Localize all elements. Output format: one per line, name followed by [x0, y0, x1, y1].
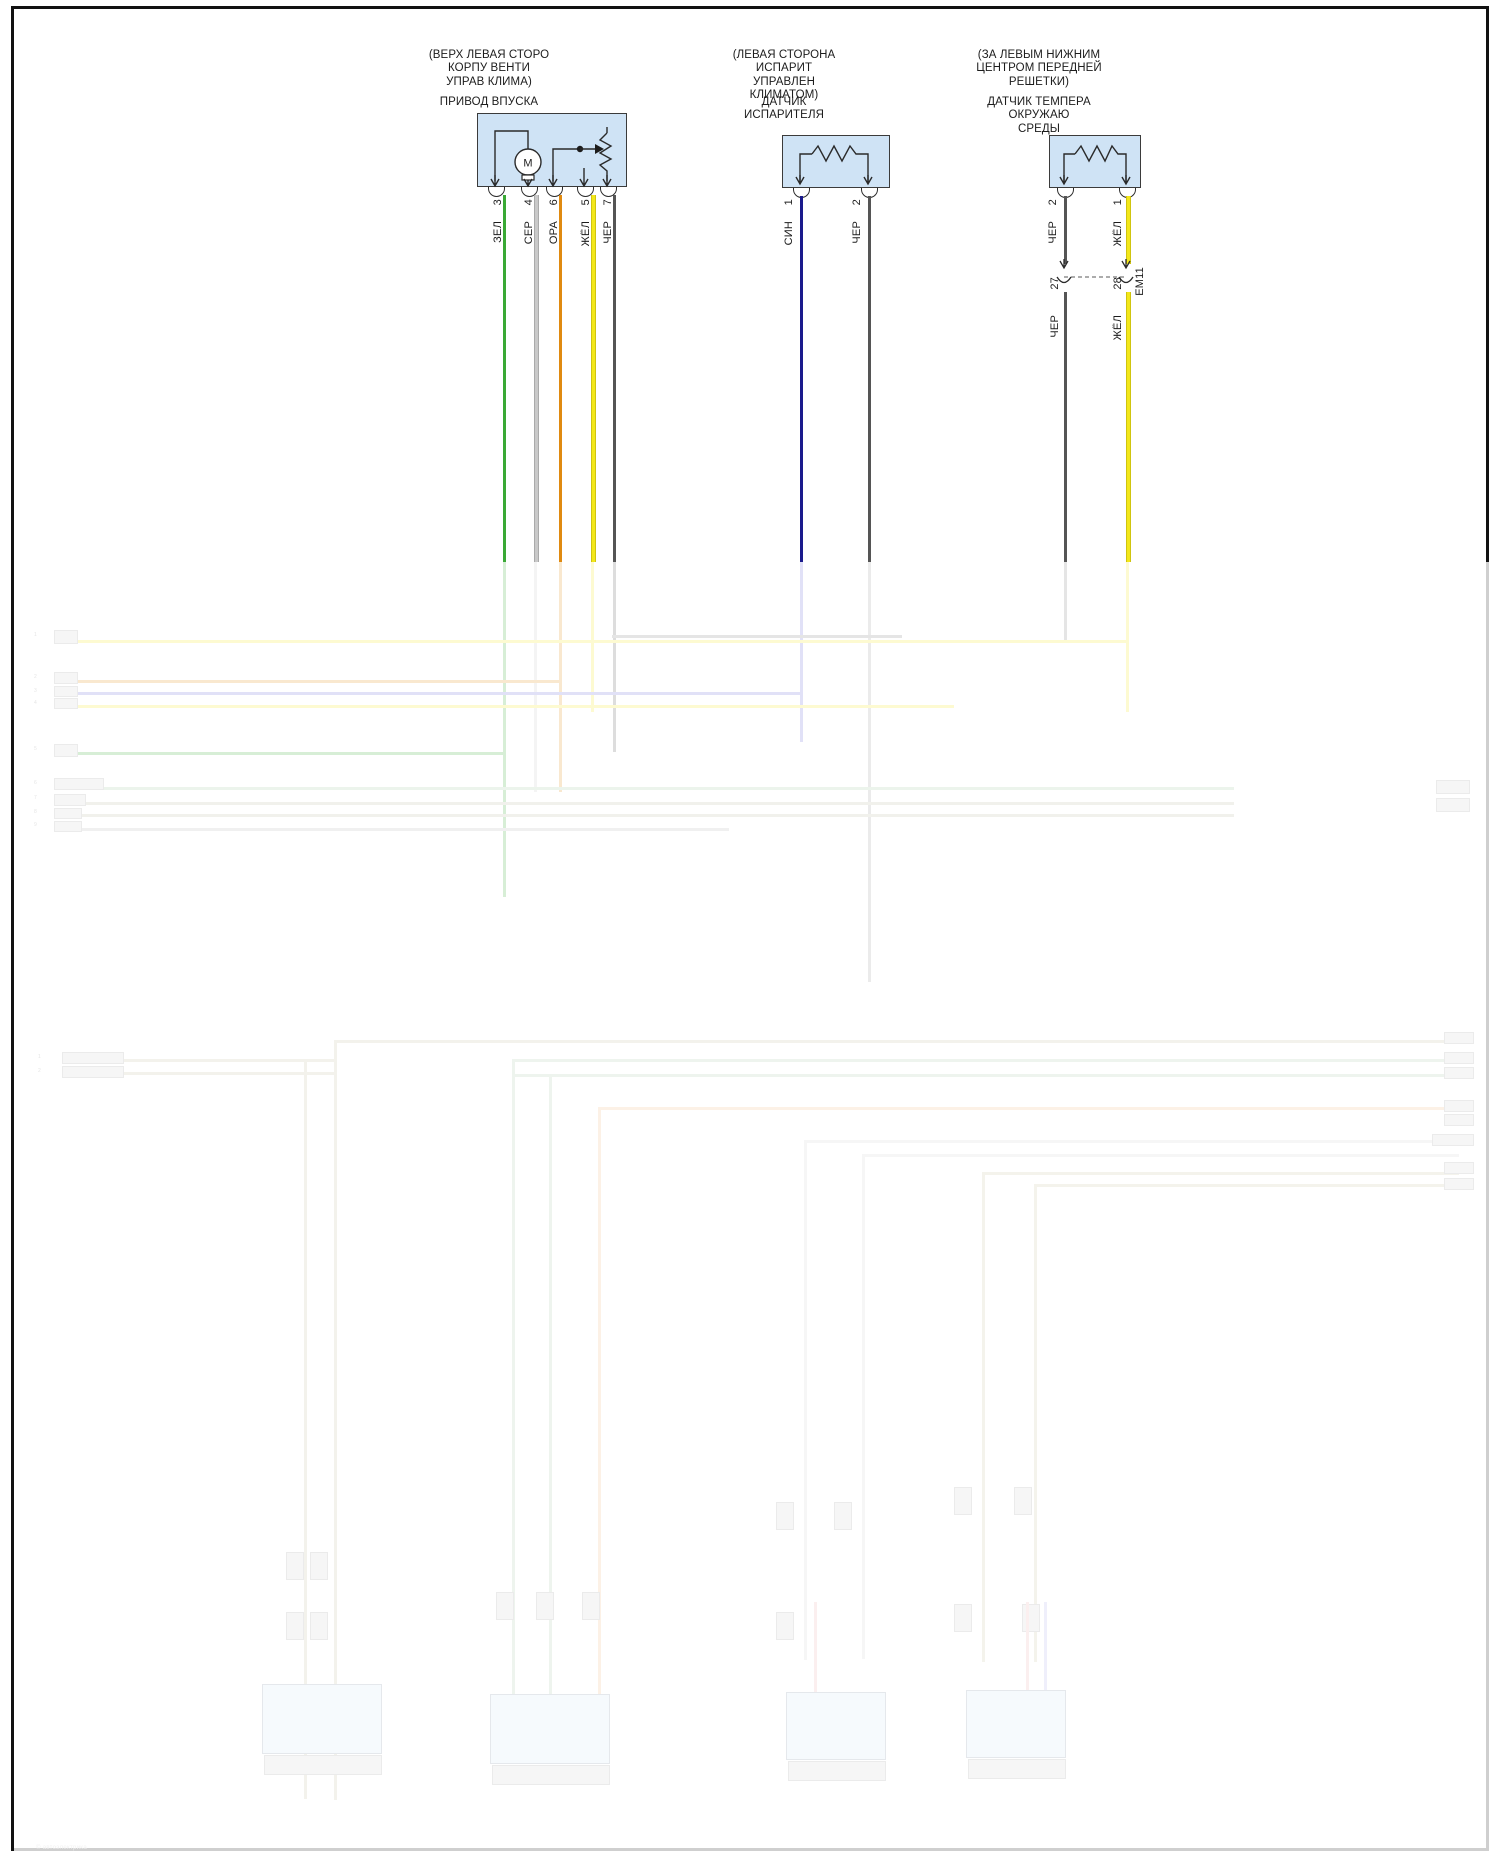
right-connector-stub[interactable]: [1444, 1032, 1474, 1044]
svg-text:M: M: [523, 158, 532, 170]
wire-black-amb-lower: [1064, 292, 1067, 562]
pin-number-evap-1: 1: [783, 199, 795, 206]
left-connector-stub[interactable]: [54, 672, 78, 684]
wire-color-label-cher-evap: ЧЕР: [851, 221, 863, 244]
ambient-sensor-location-note: (ЗА ЛЕВЫМ НИЖНИМ ЦЕНТРОМ ПЕРЕДНЕЙ РЕШЕТК…: [976, 49, 1102, 88]
intake-actuator-name: ПРИВОД ВПУСКА: [439, 96, 539, 108]
intake-actuator-internal-symbol: M: [490, 127, 613, 188]
wire-color-label-cher-amb: ЧЕР: [1047, 221, 1059, 244]
left-connector-stub[interactable]: [62, 1066, 124, 1078]
right-connector-stub[interactable]: [1436, 780, 1470, 794]
left-connector-stub[interactable]: [54, 630, 78, 644]
left-connector-stub[interactable]: [54, 778, 104, 790]
right-connector-stub[interactable]: [1444, 1067, 1474, 1079]
inline-connector-em11[interactable]: [1044, 259, 1164, 329]
wire-color-label-jol-amb: ЖЁЛ: [1112, 221, 1124, 247]
right-connector-stub[interactable]: [1444, 1178, 1474, 1190]
connector-pin-28: 28: [1112, 277, 1124, 290]
wire-blue-evap-1: [800, 196, 803, 562]
right-connector-stub[interactable]: [1444, 1162, 1474, 1174]
right-connector-stub[interactable]: [1444, 1052, 1474, 1064]
left-connector-stub[interactable]: [54, 686, 78, 697]
left-connector-stub[interactable]: [54, 744, 78, 757]
right-connector-stub[interactable]: [1444, 1114, 1474, 1126]
intake-actuator-location-note: (ВЕРХ ЛЕВАЯ СТОРО КОРПУ ВЕНТИ УПРАВ КЛИМ…: [428, 49, 550, 88]
evaporator-sensor-name: ДАТЧИК ИСПАРИТЕЛЯ: [744, 96, 824, 122]
left-connector-stub[interactable]: [54, 808, 82, 819]
right-connector-stub[interactable]: [1444, 1100, 1474, 1112]
faded-component-4[interactable]: [966, 1690, 1066, 1758]
wire-yellow-5: [591, 195, 596, 562]
evaporator-sensor-internal-symbol: [795, 144, 873, 186]
left-connector-stub[interactable]: [54, 821, 82, 832]
left-connector-stub[interactable]: [62, 1052, 124, 1064]
left-connector-stub[interactable]: [54, 794, 86, 806]
wire-black-7: [613, 195, 616, 562]
wire-color-label-sin: СИН: [783, 221, 795, 246]
connector-name-em11: EM11: [1134, 267, 1146, 296]
ambient-sensor-internal-symbol: [1059, 144, 1131, 186]
ambient-sensor-name: ДАТЧИК ТЕМПЕРА ОКРУЖАЮ СРЕДЫ: [987, 96, 1091, 135]
connector-pin-27: 27: [1049, 277, 1061, 290]
diagram-sheet: (ВЕРХ ЛЕВАЯ СТОРО КОРПУ ВЕНТИ УПРАВ КЛИМ…: [11, 6, 1500, 1861]
pin-number-evap-2: 2: [851, 199, 863, 206]
faded-lower-schematic: 1 2 3 4 5 6 7 8 9: [14, 562, 1500, 1861]
faded-component-3[interactable]: [786, 1692, 886, 1760]
connector-color-label-cher: ЧЕР: [1049, 315, 1061, 338]
connector-color-label-jol: ЖЁЛ: [1112, 315, 1124, 341]
faded-component-1[interactable]: [262, 1684, 382, 1754]
watermark-text: © автоэлектрика: [36, 1845, 87, 1851]
wire-orange-6: [559, 195, 562, 562]
right-connector-stub[interactable]: [1436, 798, 1470, 812]
pin-number-amb-2: 2: [1047, 199, 1059, 206]
evaporator-sensor-location-note: (ЛЕВАЯ СТОРОНА ИСПАРИТ УПРАВЛЕН КЛИМАТОМ…: [732, 49, 836, 102]
pin-number-amb-1: 1: [1112, 199, 1124, 206]
wire-green-3: [503, 195, 506, 562]
wire-gray-4: [534, 195, 539, 562]
wire-yellow-amb-lower: [1126, 292, 1131, 562]
left-connector-stub[interactable]: [54, 698, 78, 709]
faded-component-2[interactable]: [490, 1694, 610, 1764]
wire-yellow-amb-upper: [1126, 196, 1131, 264]
right-connector-stub[interactable]: [1432, 1134, 1474, 1146]
wire-black-amb-upper: [1064, 196, 1067, 264]
wire-black-evap-2: [868, 196, 871, 562]
